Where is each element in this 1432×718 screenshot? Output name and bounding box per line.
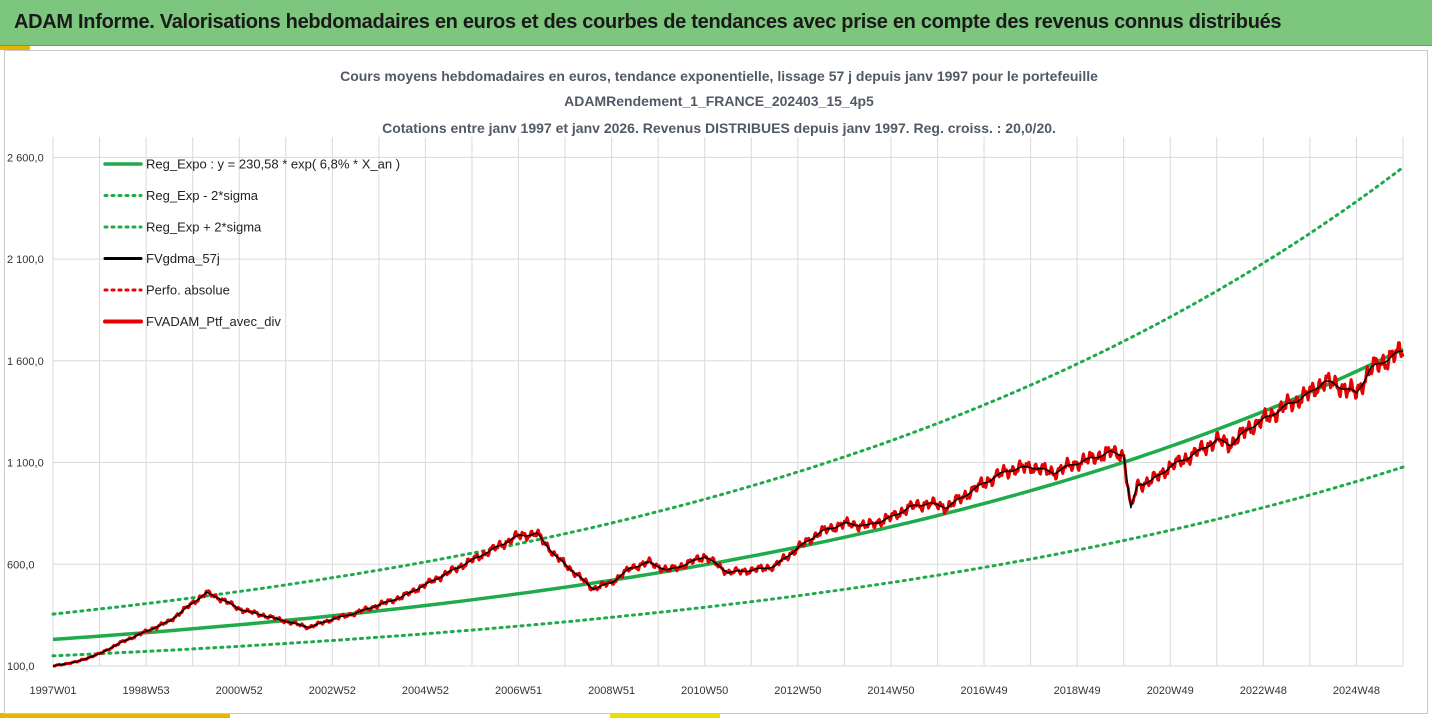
grid — [52, 137, 1404, 667]
y-tick-label: 2 600,0 — [7, 152, 44, 164]
x-tick-label: 2004W52 — [402, 685, 449, 697]
series-line-reg-exp-plus-2sigma — [51, 165, 1405, 616]
accent-bar-bottom — [0, 713, 230, 718]
y-tick-label: 1 600,0 — [7, 356, 44, 368]
y-axis-ticks: 100,0 600,0 1 100,0 1 600,0 2 100,0 2 600,0 — [7, 152, 44, 673]
legend-label: Reg_Expo : y = 230,58 * exp( 6,8% * X_an… — [146, 157, 400, 172]
series-line-reg-exp-minus-2sigma — [51, 465, 1405, 658]
x-tick-label: 2016W49 — [960, 685, 1007, 697]
x-axis-ticks: 1997W01 1998W53 2000W52 2002W52 2004W52 2006W… — [29, 685, 1380, 697]
legend-item: FVADAM_Ptf_avec_div — [103, 314, 281, 329]
y-tick-label: 2 100,0 — [7, 254, 44, 266]
legend-item: FVgdma_57j — [103, 251, 220, 266]
x-tick-label: 2012W50 — [774, 685, 821, 697]
y-tick-label: 600,0 — [7, 559, 35, 571]
x-tick-label: 2024W48 — [1333, 685, 1380, 697]
legend-label: Reg_Exp + 2*sigma — [146, 220, 262, 235]
legend: Reg_Expo : y = 230,58 * exp( 6,8% * X_an… — [103, 157, 400, 329]
chart-title-line-1: Cours moyens hebdomadaires en euros, ten… — [340, 68, 1098, 84]
chart-title-line-2: ADAMRendement_1_FRANCE_202403_15_4p5 — [564, 93, 874, 109]
legend-label: Perfo. absolue — [146, 283, 230, 298]
y-tick-label: 100,0 — [7, 661, 35, 673]
x-tick-label: 2000W52 — [216, 685, 263, 697]
legend-label: FVADAM_Ptf_avec_div — [146, 314, 281, 329]
x-tick-label: 2010W50 — [681, 685, 728, 697]
x-tick-label: 2002W52 — [309, 685, 356, 697]
x-tick-label: 2014W50 — [867, 685, 914, 697]
x-tick-label: 2018W49 — [1054, 685, 1101, 697]
accent-bar-bottom-mid — [610, 714, 720, 718]
chart-title-line-3: Cotations entre janv 1997 et janv 2026. … — [382, 120, 1056, 136]
x-tick-label: 1997W01 — [29, 685, 76, 697]
line-chart: Cours moyens hebdomadaires en euros, ten… — [7, 68, 1405, 697]
legend-item: Reg_Expo : y = 230,58 * exp( 6,8% * X_an… — [103, 157, 400, 172]
legend-label: Reg_Exp - 2*sigma — [146, 188, 259, 203]
x-tick-label: 2022W48 — [1240, 685, 1287, 697]
chart-frame: Cours moyens hebdomadaires en euros, ten… — [4, 50, 1428, 714]
legend-item: Reg_Exp - 2*sigma — [103, 188, 259, 203]
accent-bar — [0, 46, 30, 50]
series-line-reg-expo — [52, 347, 1404, 642]
series-lines — [51, 165, 1405, 668]
y-tick-label: 1 100,0 — [7, 458, 44, 470]
report-title: ADAM Informe. Valorisations hebdomadaire… — [14, 11, 1282, 33]
x-tick-label: 1998W53 — [123, 685, 170, 697]
legend-label: FVgdma_57j — [146, 251, 220, 266]
series-line-fvadam-ptf-avec-div — [52, 341, 1405, 668]
legend-item: Perfo. absolue — [103, 283, 230, 298]
x-tick-label: 2008W51 — [588, 685, 635, 697]
report-banner: ADAM Informe. Valorisations hebdomadaire… — [0, 0, 1432, 46]
x-tick-label: 2020W49 — [1147, 685, 1194, 697]
x-tick-label: 2006W51 — [495, 685, 542, 697]
chart-title: Cours moyens hebdomadaires en euros, ten… — [340, 68, 1098, 136]
series-line-fvgdma-57j — [52, 350, 1403, 667]
legend-item: Reg_Exp + 2*sigma — [103, 220, 262, 235]
